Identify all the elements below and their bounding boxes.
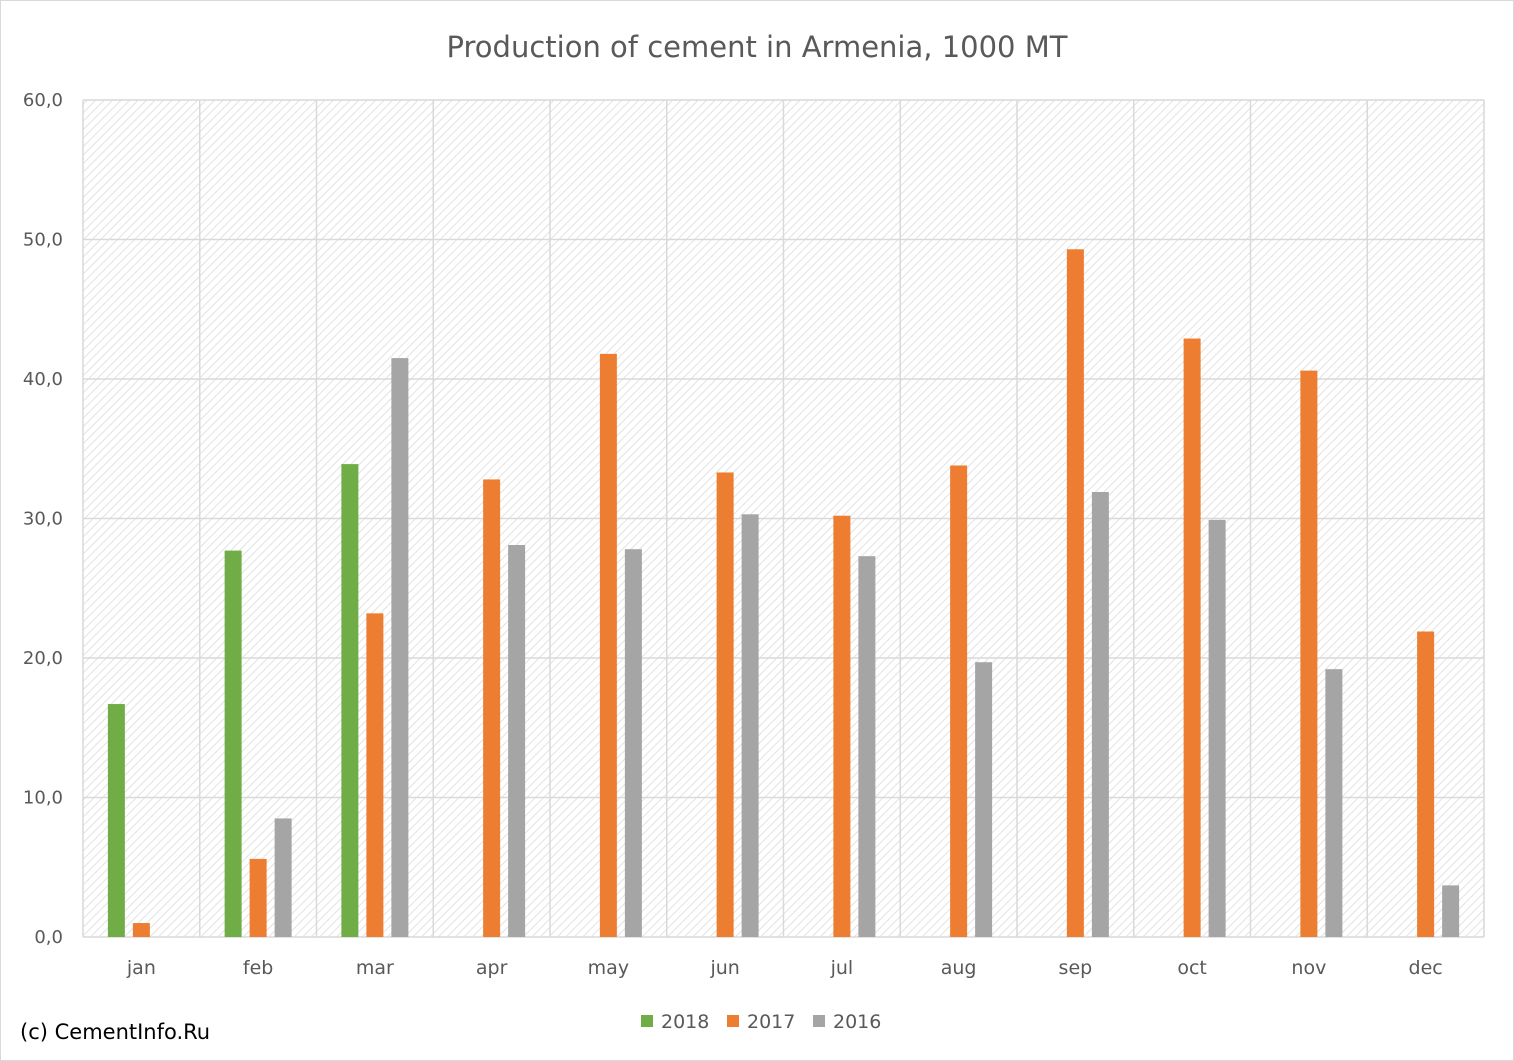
x-tick-label: dec: [1409, 957, 1443, 979]
bar-2017-sep: [1066, 249, 1084, 937]
bar-2017-mar: [366, 613, 384, 937]
legend-swatch-2016: [813, 1015, 825, 1027]
x-tick-label: jul: [830, 957, 854, 979]
bar-2016-aug: [975, 662, 993, 937]
legend-swatch-2017: [727, 1015, 739, 1027]
x-tick-label: jun: [709, 957, 739, 979]
x-tick-label: oct: [1177, 957, 1207, 979]
legend: 2018 2017 2016: [641, 1011, 881, 1033]
bar-2018-feb: [224, 550, 242, 937]
bar-2016-jun: [741, 514, 759, 937]
bar-2017-jan: [132, 923, 150, 937]
bar-2017-dec: [1417, 631, 1435, 937]
x-tick-label: jan: [126, 957, 156, 979]
bar-2018-mar: [341, 464, 359, 937]
bar-2016-may: [624, 549, 642, 937]
y-axis: 0,0 10,0 20,0 30,0 40,0 50,0 60,0: [23, 90, 63, 948]
legend-label-2017: 2017: [747, 1011, 795, 1033]
bar-2017-aug: [950, 465, 968, 937]
bar-2016-mar: [391, 358, 409, 937]
bar-2017-feb: [249, 858, 267, 937]
legend-swatch-2018: [641, 1015, 653, 1027]
y-tick-label: 40,0: [23, 369, 63, 390]
y-tick-label: 20,0: [23, 648, 63, 669]
y-tick-label: 60,0: [23, 90, 63, 111]
bar-2016-oct: [1208, 519, 1226, 937]
x-tick-label: aug: [941, 957, 977, 979]
gridlines: [82, 99, 1485, 938]
bar-2017-apr: [483, 479, 501, 937]
y-tick-label: 50,0: [23, 230, 63, 251]
bar-2017-nov: [1300, 370, 1318, 937]
bar-2017-oct: [1183, 338, 1201, 937]
x-tick-label: may: [588, 957, 629, 979]
bar-2017-jul: [833, 515, 851, 937]
bar-2016-jul: [858, 556, 876, 937]
bar-2016-sep: [1091, 491, 1109, 937]
y-tick-label: 0,0: [34, 927, 63, 948]
bar-2016-dec: [1442, 885, 1460, 937]
legend-label-2016: 2016: [833, 1011, 881, 1033]
y-tick-label: 10,0: [23, 788, 63, 809]
bar-2017-jun: [716, 472, 734, 937]
x-tick-label: sep: [1059, 957, 1093, 979]
bars: [107, 249, 1460, 937]
x-tick-label: nov: [1291, 957, 1326, 979]
bar-2018-jan: [107, 704, 125, 937]
x-axis: jan feb mar apr may jun jul aug sep oct nov dec: [126, 957, 1443, 979]
legend-label-2018: 2018: [661, 1011, 709, 1033]
x-tick-label: mar: [356, 957, 394, 979]
x-tick-label: apr: [476, 957, 508, 979]
chart-title: Production of cement in Armenia, 1000 MT: [447, 30, 1068, 64]
bar-2016-nov: [1325, 669, 1343, 937]
bar-2017-may: [599, 353, 617, 937]
x-tick-label: feb: [243, 957, 273, 979]
bar-2016-feb: [274, 818, 292, 937]
y-tick-label: 30,0: [23, 509, 63, 530]
copyright-credit: (c) CementInfo.Ru: [20, 1020, 211, 1044]
bar-2016-apr: [508, 545, 526, 937]
